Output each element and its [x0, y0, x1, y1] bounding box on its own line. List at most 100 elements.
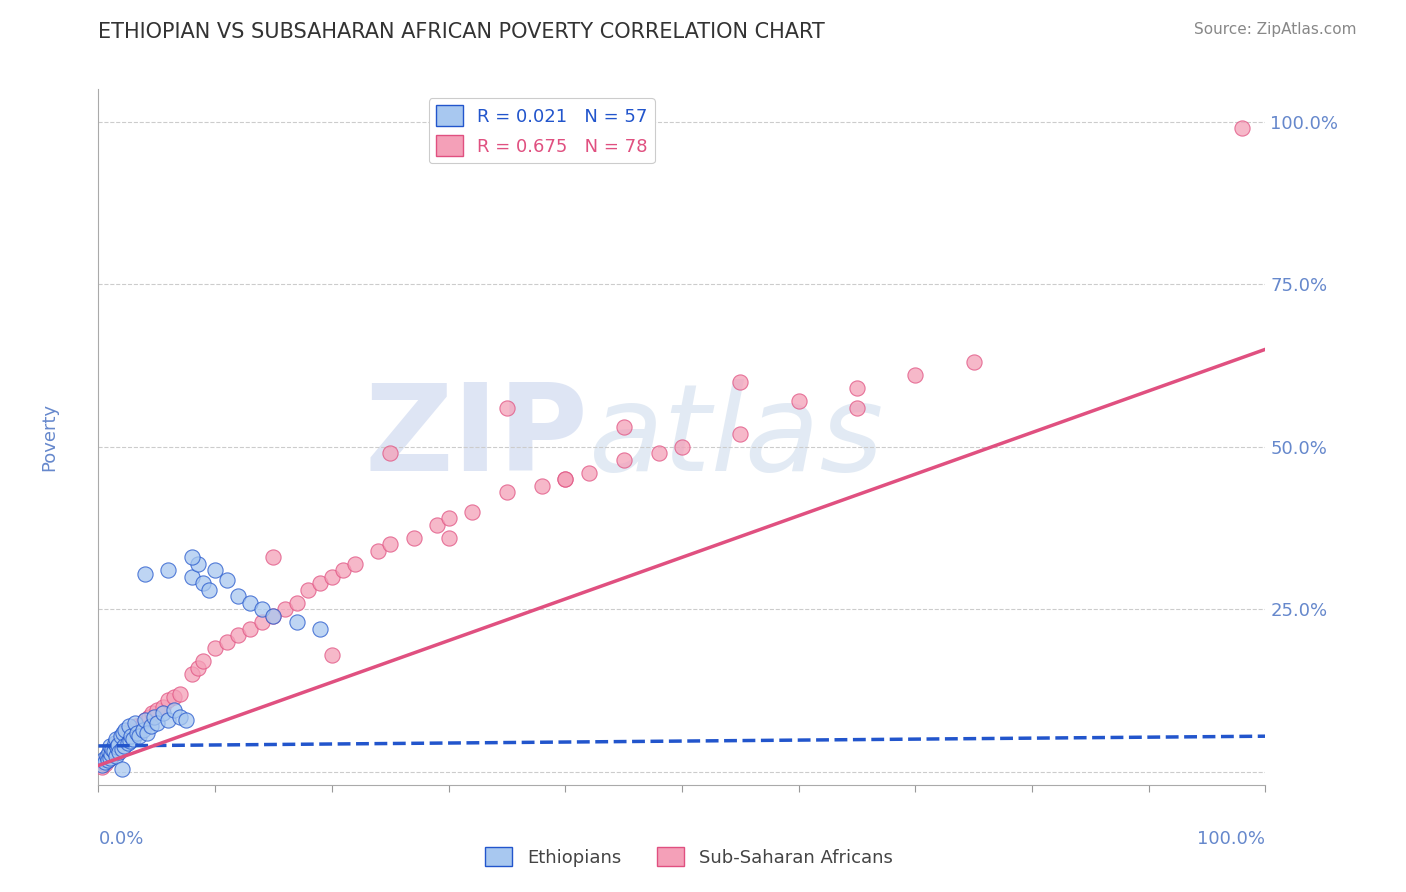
Point — [250, 602, 273, 616]
Point — [426, 517, 449, 532]
Point — [215, 635, 238, 649]
Text: Source: ZipAtlas.com: Source: ZipAtlas.com — [1194, 22, 1357, 37]
Point — [107, 736, 129, 750]
Point — [180, 570, 202, 584]
Point — [94, 755, 117, 769]
Point — [111, 733, 134, 747]
Point — [239, 622, 262, 636]
Point — [134, 566, 156, 581]
Point — [118, 733, 141, 747]
Point — [157, 713, 180, 727]
Point — [204, 641, 226, 656]
Point — [110, 732, 132, 747]
Point — [309, 622, 332, 636]
Text: atlas: atlas — [589, 378, 884, 496]
Point — [437, 511, 460, 525]
Point — [274, 602, 297, 616]
Point — [100, 746, 122, 760]
Point — [730, 375, 752, 389]
Point — [495, 485, 517, 500]
Point — [104, 739, 127, 753]
Point — [103, 744, 125, 758]
Point — [128, 723, 150, 737]
Point — [239, 596, 262, 610]
Point — [204, 563, 226, 577]
Point — [122, 726, 145, 740]
Point — [124, 716, 146, 731]
Point — [378, 446, 402, 460]
Point — [262, 608, 284, 623]
Point — [104, 732, 127, 747]
Point — [378, 537, 402, 551]
Point — [108, 738, 131, 752]
Point — [112, 732, 135, 747]
Point — [250, 615, 273, 630]
Point — [437, 531, 460, 545]
Point — [332, 563, 354, 577]
Point — [136, 726, 159, 740]
Point — [228, 628, 250, 642]
Point — [139, 719, 162, 733]
Point — [97, 746, 120, 760]
Point — [787, 394, 810, 409]
Point — [112, 739, 135, 753]
Text: Poverty: Poverty — [41, 403, 59, 471]
Point — [143, 709, 166, 723]
Point — [97, 753, 120, 767]
Point — [98, 739, 121, 753]
Point — [128, 729, 150, 743]
Point — [105, 740, 128, 755]
Point — [118, 719, 141, 733]
Point — [100, 747, 122, 761]
Point — [228, 590, 250, 604]
Point — [613, 420, 636, 434]
Point — [285, 615, 308, 630]
Point — [94, 757, 117, 772]
Point — [157, 563, 180, 577]
Point — [93, 755, 115, 769]
Point — [98, 750, 121, 764]
Point — [163, 703, 186, 717]
Point — [146, 703, 169, 717]
Point — [187, 557, 209, 571]
Point — [138, 709, 160, 723]
Legend: Ethiopians, Sub-Saharan Africans: Ethiopians, Sub-Saharan Africans — [478, 840, 900, 874]
Point — [117, 729, 139, 743]
Point — [141, 706, 163, 721]
Point — [96, 752, 118, 766]
Point — [262, 550, 284, 565]
Point — [262, 608, 284, 623]
Point — [904, 368, 927, 383]
Point — [530, 479, 553, 493]
Point — [461, 505, 484, 519]
Point — [846, 381, 869, 395]
Point — [107, 738, 129, 752]
Point — [97, 753, 120, 767]
Point — [93, 752, 115, 766]
Point — [111, 762, 134, 776]
Point — [962, 355, 984, 369]
Point — [90, 760, 112, 774]
Point — [215, 573, 238, 587]
Point — [647, 446, 669, 460]
Text: 0.0%: 0.0% — [98, 830, 143, 848]
Text: 100.0%: 100.0% — [1198, 830, 1265, 848]
Point — [180, 550, 202, 565]
Point — [157, 693, 180, 707]
Point — [163, 690, 186, 705]
Point — [125, 726, 148, 740]
Point — [152, 700, 174, 714]
Point — [132, 716, 155, 731]
Point — [101, 748, 124, 763]
Point — [846, 401, 869, 415]
Point — [114, 726, 136, 740]
Point — [193, 654, 215, 668]
Point — [187, 661, 209, 675]
Legend: R = 0.021   N = 57, R = 0.675   N = 78: R = 0.021 N = 57, R = 0.675 N = 78 — [429, 98, 655, 163]
Point — [110, 729, 132, 743]
Point — [104, 744, 127, 758]
Point — [554, 472, 576, 486]
Point — [98, 750, 121, 764]
Point — [122, 732, 145, 747]
Point — [96, 748, 118, 763]
